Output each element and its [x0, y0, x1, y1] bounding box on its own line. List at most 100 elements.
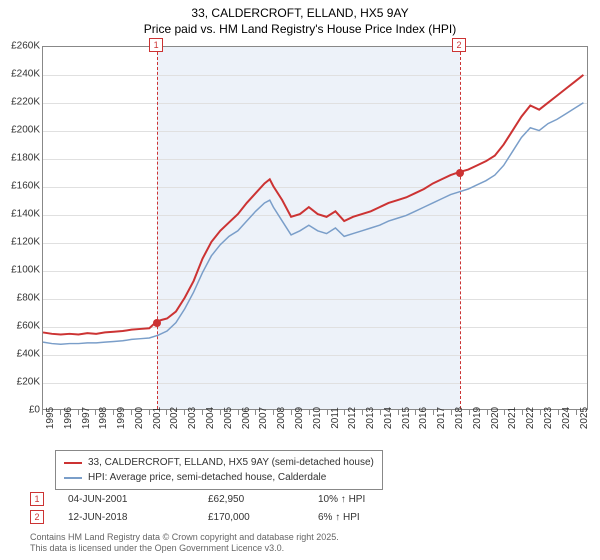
marker-label: 2: [452, 38, 466, 52]
chart-plot-area: [42, 46, 588, 410]
x-axis-label: 2012: [347, 407, 358, 429]
x-axis-label: 2023: [543, 407, 554, 429]
x-tick: [238, 410, 239, 415]
transaction-price: £62,950: [208, 494, 318, 505]
x-tick: [504, 410, 505, 415]
x-tick: [184, 410, 185, 415]
x-axis-label: 2014: [383, 407, 394, 429]
footer-line2: This data is licensed under the Open Gov…: [30, 543, 339, 554]
x-tick: [380, 410, 381, 415]
y-axis-label: £200K: [0, 125, 40, 136]
x-axis-label: 2004: [205, 407, 216, 429]
x-axis-label: 2019: [472, 407, 483, 429]
x-tick: [131, 410, 132, 415]
x-tick: [487, 410, 488, 415]
transaction-marker: 2: [30, 510, 44, 524]
title-address: 33, CALDERCROFT, ELLAND, HX5 9AY: [0, 6, 600, 22]
legend-item: HPI: Average price, semi-detached house,…: [64, 470, 374, 485]
y-axis-label: £220K: [0, 97, 40, 108]
x-tick: [540, 410, 541, 415]
series-price_paid: [43, 75, 583, 335]
transaction-price: £170,000: [208, 512, 318, 523]
y-axis-label: £100K: [0, 265, 40, 276]
x-tick: [202, 410, 203, 415]
x-axis-label: 1998: [98, 407, 109, 429]
x-axis-label: 2018: [454, 407, 465, 429]
x-axis-label: 2011: [330, 407, 341, 429]
chart-svg: [43, 47, 587, 409]
legend-swatch: [64, 477, 82, 479]
x-tick: [60, 410, 61, 415]
x-axis-label: 1995: [45, 407, 56, 429]
transaction-row: 104-JUN-2001£62,95010% ↑ HPI: [30, 492, 438, 506]
transaction-date: 12-JUN-2018: [68, 512, 208, 523]
x-axis-label: 1996: [63, 407, 74, 429]
x-axis-label: 2008: [276, 407, 287, 429]
chart-container: 33, CALDERCROFT, ELLAND, HX5 9AY Price p…: [0, 0, 600, 560]
x-axis-label: 2017: [436, 407, 447, 429]
y-axis-label: £20K: [0, 377, 40, 388]
x-axis-label: 2016: [418, 407, 429, 429]
y-axis-label: £60K: [0, 321, 40, 332]
x-tick: [78, 410, 79, 415]
y-axis-label: £0: [0, 405, 40, 416]
y-axis-label: £240K: [0, 69, 40, 80]
series-hpi: [43, 103, 583, 345]
x-tick: [220, 410, 221, 415]
transaction-delta: 6% ↑ HPI: [318, 512, 438, 523]
marker-dot: [456, 169, 464, 177]
y-axis-label: £260K: [0, 41, 40, 52]
x-tick: [558, 410, 559, 415]
x-axis-label: 2009: [294, 407, 305, 429]
x-axis-label: 2020: [490, 407, 501, 429]
legend-label: 33, CALDERCROFT, ELLAND, HX5 9AY (semi-d…: [88, 455, 374, 470]
transaction-row: 2 12-JUN-2018£170,0006% ↑ HPI: [30, 510, 438, 524]
x-axis-label: 2025: [579, 407, 590, 429]
x-tick: [415, 410, 416, 415]
marker-dot: [153, 319, 161, 327]
y-axis-label: £40K: [0, 349, 40, 360]
x-axis-label: 2007: [258, 407, 269, 429]
x-axis-label: 2000: [134, 407, 145, 429]
marker-label: 1: [149, 38, 163, 52]
x-tick: [344, 410, 345, 415]
x-tick: [576, 410, 577, 415]
x-axis-label: 2005: [223, 407, 234, 429]
legend-swatch: [64, 462, 82, 464]
title-block: 33, CALDERCROFT, ELLAND, HX5 9AY Price p…: [0, 0, 600, 39]
y-axis-label: £140K: [0, 209, 40, 220]
transaction-date: 04-JUN-2001: [68, 494, 208, 505]
x-tick: [451, 410, 452, 415]
x-tick: [398, 410, 399, 415]
legend-item: 33, CALDERCROFT, ELLAND, HX5 9AY (semi-d…: [64, 455, 374, 470]
x-tick: [522, 410, 523, 415]
x-axis-label: 1997: [81, 407, 92, 429]
x-axis-label: 2013: [365, 407, 376, 429]
x-tick: [166, 410, 167, 415]
x-axis-label: 2010: [312, 407, 323, 429]
x-tick: [95, 410, 96, 415]
x-axis-label: 2003: [187, 407, 198, 429]
footer-attribution: Contains HM Land Registry data © Crown c…: [30, 532, 339, 554]
x-tick: [327, 410, 328, 415]
x-tick: [273, 410, 274, 415]
x-tick: [309, 410, 310, 415]
x-tick: [255, 410, 256, 415]
legend: 33, CALDERCROFT, ELLAND, HX5 9AY (semi-d…: [55, 450, 383, 490]
x-tick: [469, 410, 470, 415]
x-axis-label: 2024: [561, 407, 572, 429]
x-axis-label: 2015: [401, 407, 412, 429]
x-tick: [433, 410, 434, 415]
x-axis-label: 2022: [525, 407, 536, 429]
x-tick: [149, 410, 150, 415]
x-axis-label: 2001: [152, 407, 163, 429]
x-tick: [362, 410, 363, 415]
x-axis-label: 1999: [116, 407, 127, 429]
x-axis-label: 2021: [507, 407, 518, 429]
x-tick: [42, 410, 43, 415]
y-axis-label: £80K: [0, 293, 40, 304]
y-axis-label: £180K: [0, 153, 40, 164]
legend-label: HPI: Average price, semi-detached house,…: [88, 470, 326, 485]
footer-line1: Contains HM Land Registry data © Crown c…: [30, 532, 339, 543]
title-subtitle: Price paid vs. HM Land Registry's House …: [0, 22, 600, 38]
